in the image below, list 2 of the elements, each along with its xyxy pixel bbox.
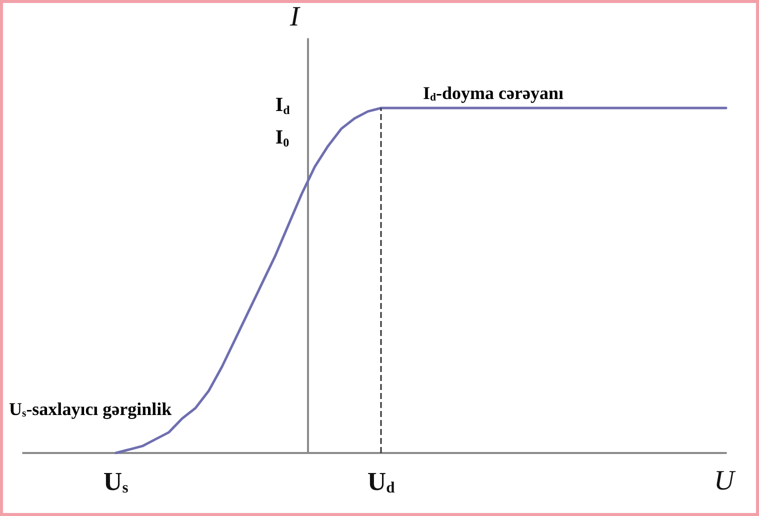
x-axis-title: U	[714, 466, 736, 496]
y-axis-title: I	[289, 2, 302, 32]
